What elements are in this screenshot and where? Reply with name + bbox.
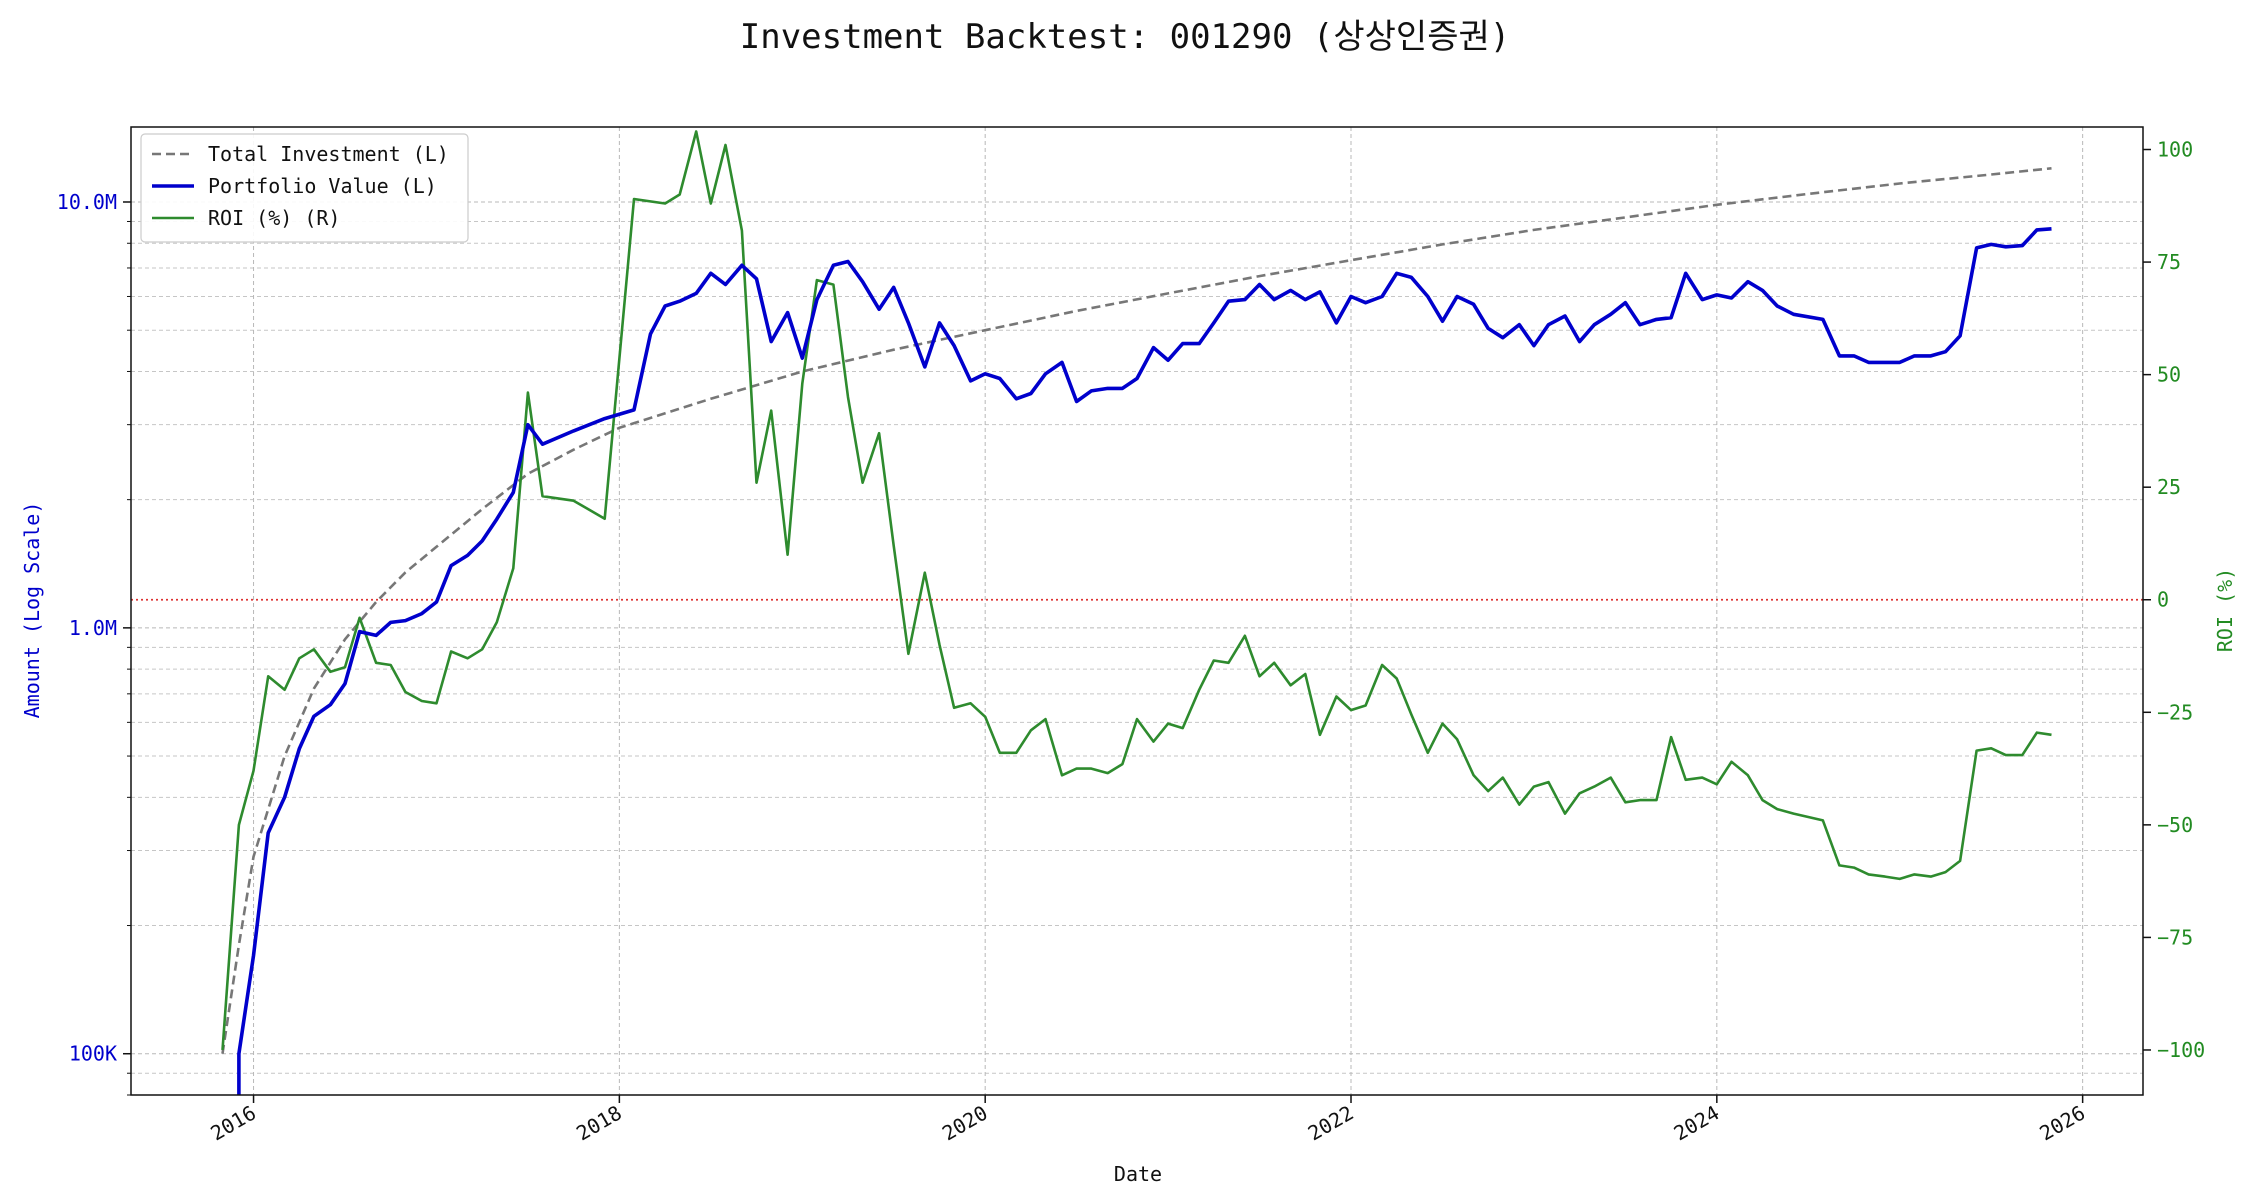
right-tick-label: 75 — [2157, 250, 2181, 274]
x-tick-label: 2020 — [938, 1101, 992, 1146]
right-tick-label: 0 — [2157, 588, 2169, 612]
x-tick-label: 2016 — [206, 1101, 260, 1146]
legend-items: Total Investment (L) Portfolio Value (L) R… — [152, 142, 449, 230]
right-tick-label: −50 — [2157, 813, 2193, 837]
right-axis-ticks: −100 −75 −50 −25 0 25 50 75 100 — [2143, 138, 2205, 1062]
left-tick-label: 1.0M — [69, 616, 117, 640]
legend-box — [140, 133, 469, 243]
series-line-roi-r — [221, 130, 2052, 1051]
legend-label-portfolio-value-l: Portfolio Value (L) — [208, 174, 437, 198]
left-axis-title: Amount (Log Scale) — [20, 502, 44, 719]
x-tick-label: 2018 — [572, 1101, 626, 1146]
x-tick-label: 2026 — [2035, 1101, 2089, 1146]
x-tick-label: 2024 — [1670, 1101, 1724, 1146]
x-tick-label: 2022 — [1304, 1101, 1358, 1146]
right-axis-title: ROI (%) — [2213, 568, 2237, 652]
right-tick-label: 100 — [2157, 138, 2193, 162]
series-line-total-investment-l — [221, 167, 2052, 1054]
plot-area-frame — [130, 126, 2144, 1096]
grid — [131, 127, 2143, 1096]
left-tick-label: 10.0M — [57, 190, 117, 214]
x-axis-title: Date — [1114, 1162, 1162, 1186]
left-tick-label: 100K — [69, 1042, 117, 1066]
x-axis-ticks: 2016 2018 2020 2022 2024 2026 — [206, 1095, 2089, 1145]
legend-label-total-investment-l: Total Investment (L) — [208, 142, 449, 166]
left-axis-ticks: 100K 1.0M 10.0M — [57, 190, 131, 1096]
legend-label-roi-r: ROI (%) (R) — [208, 206, 340, 230]
right-tick-label: −75 — [2157, 925, 2193, 949]
legend: Total Investment (L) Portfolio Value (L) R… — [140, 133, 469, 243]
chart-title: Investment Backtest: 001290 (상상인증권) — [740, 17, 1511, 57]
series-layer — [221, 130, 2052, 1095]
right-tick-label: −25 — [2157, 700, 2193, 724]
series-line-portfolio-value-l — [237, 227, 2052, 1095]
right-tick-label: −100 — [2157, 1038, 2205, 1062]
right-tick-label: 25 — [2157, 475, 2181, 499]
right-tick-label: 50 — [2157, 363, 2181, 387]
